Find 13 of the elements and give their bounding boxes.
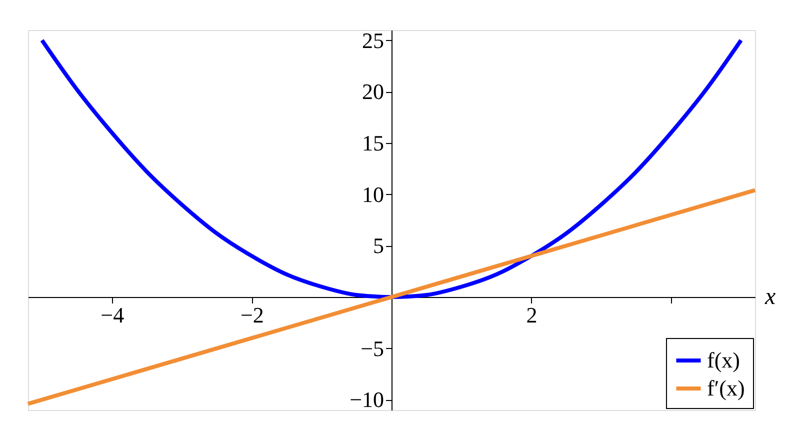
y-tick-label: −10 xyxy=(350,387,384,412)
y-tick-label: 5 xyxy=(373,233,384,258)
y-tick-label: 15 xyxy=(362,130,384,156)
legend-label: f(x) xyxy=(707,348,740,372)
legend-label: f′(x) xyxy=(707,376,745,400)
y-tick-label: 10 xyxy=(362,182,384,207)
y-tick-label: 25 xyxy=(362,28,384,53)
x-tick-label: 2 xyxy=(526,302,538,328)
y-tick-label: 20 xyxy=(362,79,384,104)
x-axis-title: x xyxy=(764,284,776,310)
y-tick-label: −5 xyxy=(360,336,384,361)
x-tick-label: −4 xyxy=(100,302,124,328)
x-tick-label: −2 xyxy=(240,302,264,328)
